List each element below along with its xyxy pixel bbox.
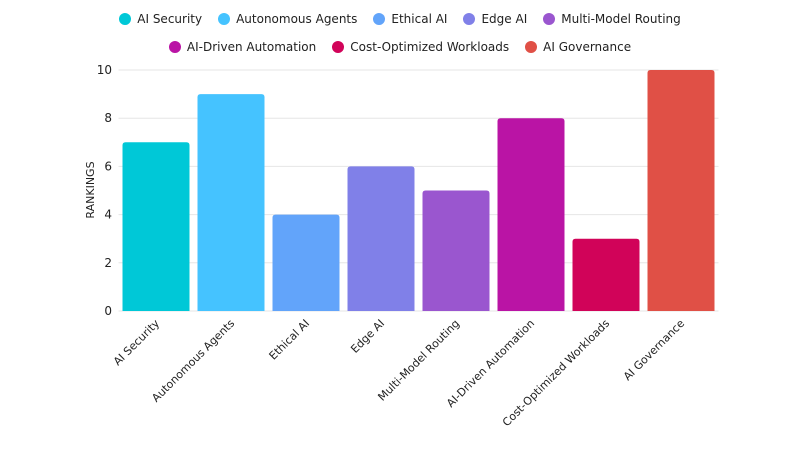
legend-label: AI-Driven Automation: [186, 40, 317, 54]
legend-swatch-icon: [218, 13, 231, 25]
legend-row-2: AI-Driven Automation Cost-Optimized Workl…: [0, 40, 800, 54]
bar: [347, 166, 415, 311]
legend-label: Multi-Model Routing: [561, 12, 681, 26]
legend-label: AI Security: [137, 12, 203, 26]
y-tick-label: 10: [97, 63, 112, 77]
x-tick-label: Ethical AI: [267, 317, 313, 363]
y-tick-label: 6: [104, 159, 112, 173]
legend-item[interactable]: AI-Driven Automation: [168, 40, 317, 54]
y-tick-label: 4: [104, 208, 112, 222]
legend-row-1: AI Security Autonomous Agents Ethical AI Ed…: [0, 12, 800, 26]
legend-item[interactable]: Autonomous Agents: [218, 12, 357, 26]
bar: [647, 70, 715, 311]
bar: [497, 118, 565, 311]
legend-swatch-icon: [525, 41, 538, 53]
legend-label: Ethical AI: [391, 12, 448, 26]
legend-item[interactable]: Edge AI: [463, 12, 527, 26]
bar: [122, 142, 190, 311]
y-tick-label: 0: [104, 304, 112, 318]
legend-swatch-icon: [543, 13, 556, 25]
legend-label: AI Governance: [543, 40, 632, 54]
x-tick-label: Autonomous Agents: [149, 317, 237, 405]
bar: [272, 214, 340, 311]
legend-swatch-icon: [168, 41, 181, 53]
x-tick-label: AI Security: [111, 317, 163, 369]
legend-swatch-icon: [373, 13, 386, 25]
y-axis-label: RANKINGS: [84, 161, 97, 218]
x-tick-label: Edge AI: [348, 317, 387, 356]
legend-label: Cost-Optimized Workloads: [350, 40, 510, 54]
y-tick-label: 2: [104, 256, 112, 270]
x-tick-label: AI Governance: [621, 317, 687, 383]
legend-label: Edge AI: [481, 12, 528, 26]
legend-swatch-icon: [463, 13, 476, 25]
bar: [572, 238, 640, 311]
bar: [197, 94, 265, 311]
x-tick-label: Multi-Model Routing: [375, 317, 462, 404]
legend-item[interactable]: AI Governance: [525, 40, 631, 54]
legend-label: Autonomous Agents: [236, 12, 358, 26]
legend-item[interactable]: Cost-Optimized Workloads: [332, 40, 509, 54]
legend-swatch-icon: [332, 41, 345, 53]
legend-item[interactable]: Ethical AI: [373, 12, 447, 26]
legend-item[interactable]: Multi-Model Routing: [543, 12, 681, 26]
legend-swatch-icon: [119, 13, 132, 25]
legend-item[interactable]: AI Security: [119, 12, 202, 26]
y-tick-label: 8: [104, 111, 112, 125]
bar: [422, 190, 490, 311]
